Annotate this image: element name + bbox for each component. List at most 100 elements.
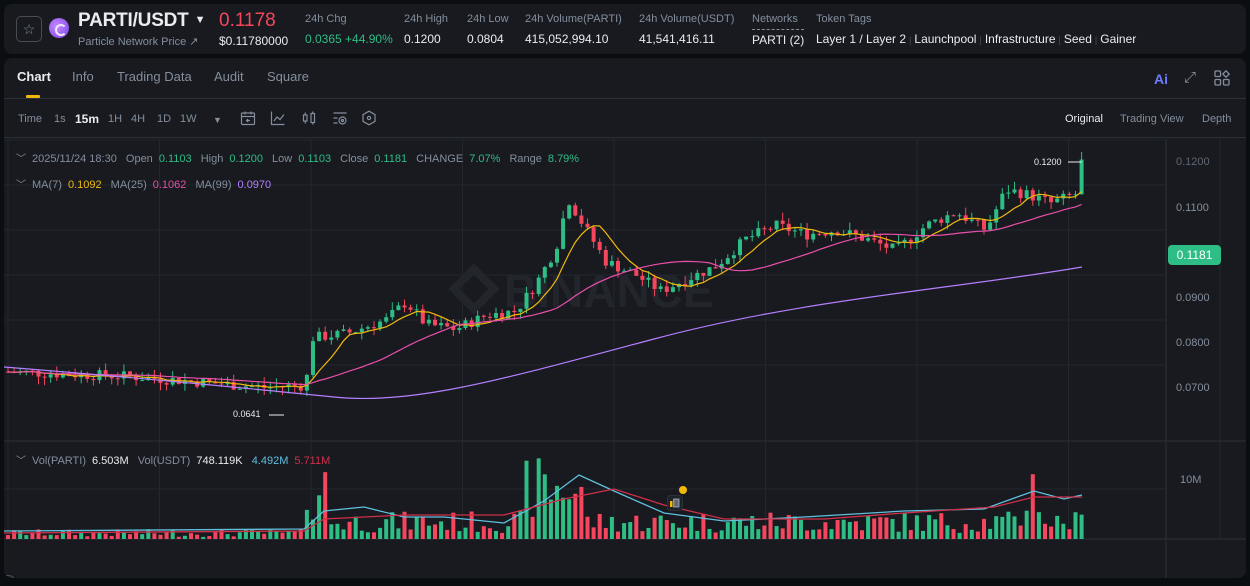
chart-canvas[interactable]: BINANCE <box>4 139 1246 578</box>
vol-ma1-value: 4.492M <box>251 455 289 467</box>
stat-networks: Networks PARTI (2) <box>752 13 805 47</box>
networks-dropdown[interactable]: PARTI (2) <box>752 29 805 47</box>
chart-panel: Chart Info Trading Data Audit Square Ai … <box>4 58 1246 578</box>
vol-parti-value: 6.503M <box>92 455 129 467</box>
price-page-link[interactable]: Particle Network Price ↗ <box>78 36 199 48</box>
stat-value: 0.0365 +44.90% <box>305 32 393 46</box>
caret-down-icon: ▼ <box>194 14 206 26</box>
volume-legend: ﹀ Vol(PARTI) 6.503M Vol(USDT) 748.119K 4.49… <box>16 452 336 467</box>
ohlc-datetime: 2025/11/24 18:30 <box>32 153 117 165</box>
ma7-label: MA(7) <box>32 179 62 191</box>
collapse-chevron-icon[interactable]: ﹀ <box>16 154 26 165</box>
pair-selector[interactable]: PARTI/USDT ▼ <box>78 10 205 32</box>
stat-24h-low: 24h Low 0.0804 <box>467 13 509 46</box>
stat-label: 24h Chg <box>305 13 347 25</box>
high-marker: 0.1200 <box>1034 157 1062 167</box>
token-logo <box>49 18 69 38</box>
vol-parti-label: Vol(PARTI) <box>32 455 86 467</box>
stat-24h-change: 24h Chg 0.0365 +44.90% <box>305 13 393 46</box>
close-value: 0.1181 <box>374 153 408 165</box>
indicator-chart-icon[interactable] <box>270 110 286 126</box>
stat-24h-volume-usdt: 24h Volume(USDT) 41,541,416.11 <box>639 13 734 46</box>
ohlc-legend: ﹀ 2025/11/24 18:30 Open 0.1103 High 0.1200 … <box>16 150 585 165</box>
notification-dot <box>679 486 687 494</box>
stat-label: 24h Volume(USDT) <box>639 13 735 25</box>
hexagon-settings-icon[interactable] <box>361 110 377 126</box>
interval-1h[interactable]: 1H <box>108 113 123 125</box>
ma7-value: 0.1092 <box>67 179 102 191</box>
ma-legend: ﹀ MA(7) 0.1092 MA(25) 0.1062 MA(99) 0.0970 <box>16 176 277 191</box>
ma25-value: 0.1062 <box>152 179 187 191</box>
range-value: 8.79% <box>547 153 580 165</box>
vol-usdt-label: Vol(USDT) <box>137 455 191 467</box>
date-range-icon[interactable] <box>240 110 256 126</box>
ma25-label: MA(25) <box>110 179 147 191</box>
tab-audit[interactable]: Audit <box>214 69 244 84</box>
stat-label: 24h Volume(PARTI) <box>525 13 622 25</box>
tag-link[interactable]: Seed <box>1063 32 1092 46</box>
last-price: 0.1178 <box>219 10 276 31</box>
stat-label: 24h High <box>404 13 449 25</box>
more-intervals-caret-icon[interactable]: ▼ <box>213 115 222 125</box>
ticker-header: ☆ PARTI/USDT ▼ Particle Network Price ↗ 0… <box>4 4 1246 54</box>
price-axis-tick: 0.0700 <box>1176 382 1210 394</box>
high-value: 0.1200 <box>229 153 263 165</box>
stat-label: Token Tags <box>816 13 872 25</box>
svg-text:BINANCE: BINANCE <box>504 265 714 317</box>
ai-button[interactable]: Ai <box>1154 71 1168 87</box>
low-value: 0.1103 <box>298 153 332 165</box>
tab-square[interactable]: Square <box>267 69 309 84</box>
price-axis-tick: 0.0900 <box>1176 292 1210 304</box>
low-marker: 0.0641 <box>233 409 261 419</box>
view-original[interactable]: Original <box>1065 113 1103 125</box>
stat-24h-volume-parti: 24h Volume(PARTI) 415,052,994.10 <box>525 13 622 46</box>
candle-style-icon[interactable] <box>301 110 317 126</box>
change-label: CHANGE <box>416 153 464 165</box>
tag-link[interactable]: Infrastructure <box>984 32 1056 46</box>
collapse-chevron-icon[interactable]: ﹀ <box>16 456 26 467</box>
tab-trading-data[interactable]: Trading Data <box>117 69 192 84</box>
tag-link[interactable]: Launchpool <box>914 32 977 46</box>
last-price-tag: 0.1181 <box>1168 245 1221 265</box>
chart-settings-icon[interactable] <box>332 110 348 126</box>
interval-1s[interactable]: 1s <box>54 113 66 125</box>
collapse-chevron-icon[interactable]: ﹀ <box>16 180 26 191</box>
stat-label: 24h Low <box>467 13 509 25</box>
layout-grid-icon[interactable] <box>1214 70 1230 86</box>
stat-24h-high: 24h High 0.1200 <box>404 13 448 46</box>
price-axis-tick: 0.0800 <box>1176 337 1210 349</box>
interval-1w[interactable]: 1W <box>180 113 197 125</box>
close-label: Close <box>340 153 369 165</box>
interval-15m[interactable]: 15m <box>75 112 100 126</box>
view-tradingview[interactable]: Trading View <box>1120 113 1184 125</box>
fullscreen-icon[interactable]: ⤢ <box>1184 69 1197 86</box>
stat-value: 41,541,416.11 <box>639 32 715 46</box>
interval-4h[interactable]: 4H <box>131 113 146 125</box>
candlestick-chart[interactable]: BINANCE ﹀ 2025/11/24 18:30 Open 0.1103 Hig… <box>4 139 1246 578</box>
chart-toolbar: Time 1s 15m 1H 4H 1D 1W ▼ Original Tradi… <box>4 100 1246 138</box>
low-label: Low <box>272 153 293 165</box>
token-tags: Token Tags Layer 1 / Layer 2 | Launchpool |… <box>816 13 1137 46</box>
open-label: Open <box>125 153 153 165</box>
vol-usdt-value: 748.119K <box>196 455 243 467</box>
star-icon: ☆ <box>22 20 36 37</box>
stat-label: Networks <box>752 13 798 25</box>
open-value: 0.1103 <box>158 153 192 165</box>
time-label: Time <box>18 113 43 125</box>
tag-link[interactable]: Layer 1 / Layer 2 <box>816 32 907 46</box>
tab-info[interactable]: Info <box>72 69 94 84</box>
stat-value: 0.0804 <box>467 32 504 46</box>
change-value: 7.07% <box>469 153 501 165</box>
view-depth[interactable]: Depth <box>1202 113 1232 125</box>
vol-ma2-value: 5.711M <box>294 455 331 467</box>
favorite-star-button[interactable]: ☆ <box>16 16 42 42</box>
price-axis-tick: 0.1200 <box>1176 156 1210 168</box>
tag-link[interactable]: Gainer <box>1100 32 1137 46</box>
news-icon[interactable] <box>667 495 683 511</box>
interval-1d[interactable]: 1D <box>157 113 172 125</box>
tab-chart[interactable]: Chart <box>17 69 51 84</box>
tab-bar: Chart Info Trading Data Audit Square Ai … <box>4 58 1246 99</box>
last-price-usd: $0.11780000 <box>219 34 289 48</box>
high-label: High <box>200 153 224 165</box>
active-tab-indicator <box>26 95 40 98</box>
